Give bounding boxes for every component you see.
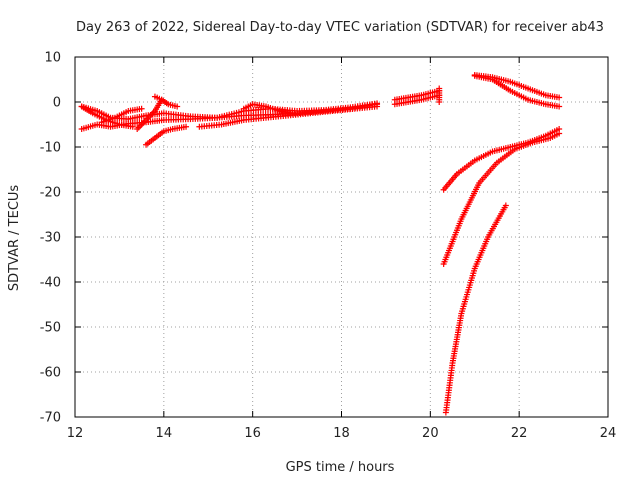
- data-track: [440, 130, 563, 267]
- tick-labels: 12 14 16 18 20 22 24 10 0 -10 -20 -30 -40 -50 -60 -70: [40, 51, 617, 442]
- data-track: [471, 72, 563, 110]
- x-tick-label: 16: [244, 426, 261, 441]
- data-track: [436, 85, 443, 105]
- data-point: [138, 105, 145, 112]
- x-tick-label: 18: [333, 426, 350, 441]
- x-tick-label: 12: [67, 426, 84, 441]
- data-point: [174, 103, 181, 110]
- x-axis-label: GPS time / hours: [286, 460, 395, 475]
- y-tick-label: 0: [53, 96, 61, 111]
- y-tick-label: -10: [40, 141, 61, 156]
- data-point: [183, 123, 190, 130]
- data-track: [78, 103, 136, 130]
- y-tick-label: -50: [40, 321, 61, 336]
- y-axis-label: SDTVAR / TECUs: [7, 185, 22, 292]
- x-tick-label: 22: [511, 426, 528, 441]
- data-track: [143, 123, 190, 148]
- data-track: [240, 101, 296, 117]
- data-point: [129, 123, 136, 130]
- chart-title: Day 263 of 2022, Sidereal Day-to-day VTE…: [76, 20, 604, 35]
- data-track: [98, 105, 145, 126]
- data-point: [289, 110, 296, 117]
- y-tick-label: -20: [40, 186, 61, 201]
- x-tick-label: 24: [600, 426, 617, 441]
- data-points: [78, 72, 563, 416]
- y-tick-label: -70: [40, 411, 61, 426]
- plot-frame: [74, 56, 609, 418]
- data-track: [151, 93, 181, 110]
- data-point: [556, 130, 563, 137]
- data-point: [436, 85, 443, 92]
- y-tick-label: 10: [44, 51, 61, 66]
- data-point: [556, 103, 563, 110]
- y-tick-label: -30: [40, 231, 61, 246]
- data-point: [556, 94, 563, 101]
- y-tick-label: -60: [40, 366, 61, 381]
- data-track: [442, 202, 509, 416]
- data-track: [391, 87, 443, 103]
- y-tick-label: -40: [40, 276, 61, 291]
- data-point: [374, 103, 381, 110]
- x-tick-label: 14: [156, 426, 173, 441]
- data-track: [196, 103, 381, 130]
- data-point: [502, 202, 509, 209]
- x-tick-label: 20: [422, 426, 439, 441]
